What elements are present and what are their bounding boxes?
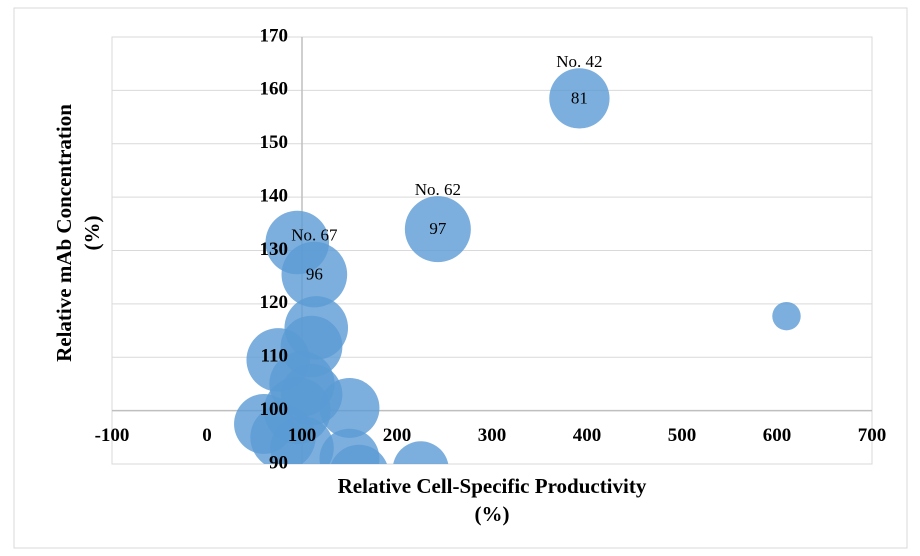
bubble-size-label: 96 bbox=[306, 264, 323, 283]
bubble-size-label: 81 bbox=[571, 88, 588, 107]
x-tick-label: 500 bbox=[668, 425, 697, 446]
bubble bbox=[404, 196, 471, 263]
y-tick-label: 150 bbox=[260, 132, 289, 153]
y-axis-title: (%) bbox=[80, 216, 104, 251]
bubble bbox=[393, 441, 449, 464]
x-tick-label: 700 bbox=[858, 425, 887, 446]
bubble-name: No. 42 bbox=[556, 52, 602, 71]
y-tick-label: 110 bbox=[261, 346, 288, 367]
y-tick-label: 100 bbox=[260, 399, 289, 420]
y-tick-label: 120 bbox=[260, 292, 289, 313]
plot-border bbox=[111, 36, 873, 465]
x-tick-label: -100 bbox=[95, 425, 130, 446]
x-tick-label: 300 bbox=[478, 425, 507, 446]
bubble-name: No. 67 bbox=[291, 226, 338, 245]
y-tick-label: 140 bbox=[260, 185, 289, 206]
x-axis-title: Relative Cell-Specific Productivity bbox=[338, 474, 647, 498]
bubble bbox=[772, 301, 801, 331]
x-tick-label: 0 bbox=[202, 425, 212, 446]
bubble bbox=[270, 416, 334, 464]
bubble-name: No. 62 bbox=[415, 180, 461, 199]
bubble bbox=[331, 444, 387, 464]
y-tick-label: 90 bbox=[269, 452, 288, 473]
bubble-size-label: 97 bbox=[429, 219, 447, 238]
bubble bbox=[281, 241, 348, 308]
x-axis-title: (%) bbox=[475, 502, 510, 526]
y-tick-label: 160 bbox=[260, 79, 289, 100]
y-tick-label: 170 bbox=[260, 25, 289, 46]
bubble bbox=[319, 377, 380, 438]
bubble bbox=[549, 68, 610, 129]
x-tick-label: 600 bbox=[763, 425, 792, 446]
x-tick-label: 100 bbox=[288, 425, 317, 446]
chart-border bbox=[13, 7, 908, 549]
y-axis-title: Relative mAb Concentration bbox=[52, 104, 76, 362]
y-tick-label: 130 bbox=[260, 239, 289, 260]
x-tick-label: 200 bbox=[383, 425, 412, 446]
x-tick-label: 400 bbox=[573, 425, 602, 446]
